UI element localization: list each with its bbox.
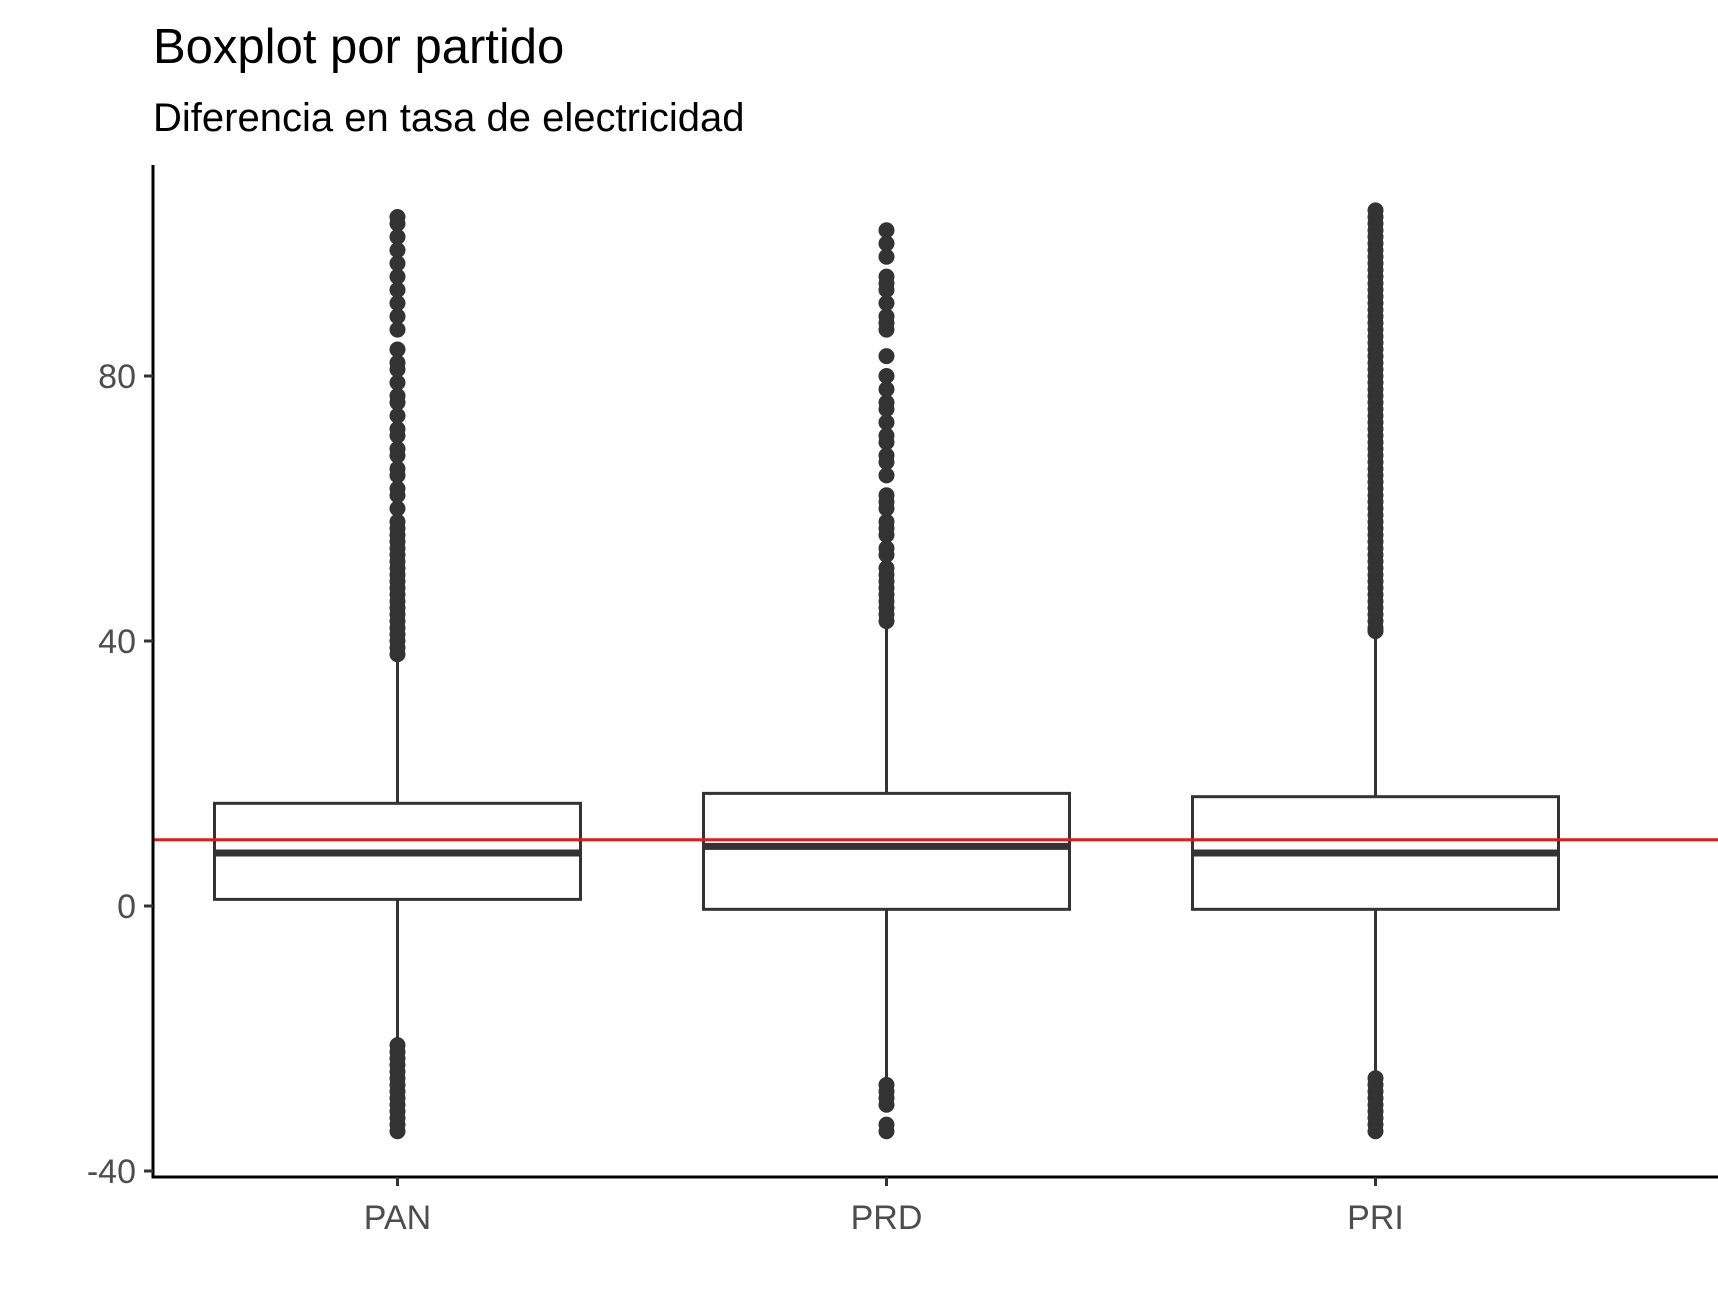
- outlier-point: [389, 308, 406, 325]
- box-group-prd: [702, 222, 1071, 1140]
- outlier-point: [389, 268, 406, 285]
- y-tick-label: 80: [98, 358, 136, 396]
- outlier-point: [389, 341, 406, 358]
- x-tick-label: PRI: [1347, 1199, 1404, 1237]
- outlier-point: [878, 248, 895, 265]
- outlier-point: [878, 513, 895, 530]
- outlier-point: [878, 540, 895, 557]
- outlier-point: [878, 447, 895, 464]
- outlier-point: [878, 268, 895, 285]
- outlier-point: [389, 209, 406, 225]
- outlier-point: [1367, 1070, 1384, 1087]
- outlier-point: [878, 427, 895, 444]
- outlier-point: [389, 407, 406, 424]
- outlier-point: [878, 295, 895, 312]
- outlier-point: [878, 1076, 895, 1093]
- outlier-point: [878, 381, 895, 398]
- outlier-point: [878, 467, 895, 484]
- outlier-point: [389, 354, 406, 371]
- outlier-point: [878, 487, 895, 504]
- x-axis: PAN PRD PRI: [364, 1177, 1404, 1237]
- outlier-point: [389, 295, 406, 312]
- plot-panel: [153, 202, 1718, 1140]
- outlier-point: [389, 228, 406, 245]
- box-group-pri: [1191, 202, 1560, 1140]
- outlier-point: [389, 281, 406, 298]
- outlier-point: [878, 1116, 895, 1133]
- outlier-point: [389, 255, 406, 272]
- outlier-point: [878, 414, 895, 431]
- outlier-point: [389, 242, 406, 259]
- outlier-point: [878, 222, 895, 239]
- box-group-pan: [213, 209, 582, 1140]
- outlier-point: [1367, 202, 1384, 219]
- y-tick-label: 40: [98, 623, 136, 661]
- y-tick-label: 0: [117, 888, 136, 926]
- outlier-point: [878, 560, 895, 577]
- box-iqr: [702, 791, 1071, 911]
- chart-title: Boxplot por partido: [153, 20, 564, 74]
- outlier-point: [389, 480, 406, 497]
- chart-subtitle: Diferencia en tasa de electricidad: [153, 96, 744, 140]
- outlier-point: [878, 235, 895, 252]
- outlier-point: [389, 440, 406, 457]
- outlier-point: [389, 374, 406, 391]
- outlier-point: [389, 321, 406, 338]
- y-axis: -40 0 40 80: [87, 358, 153, 1191]
- outlier-point: [878, 348, 895, 365]
- outlier-point: [389, 460, 406, 477]
- outlier-point: [878, 394, 895, 411]
- y-tick-label: -40: [87, 1153, 136, 1191]
- outlier-point: [389, 500, 406, 517]
- x-tick-label: PRD: [851, 1199, 923, 1237]
- outlier-point: [389, 387, 406, 404]
- outlier-point: [878, 308, 895, 325]
- outlier-point: [389, 1037, 406, 1054]
- outlier-point: [389, 513, 406, 530]
- outlier-point: [878, 368, 895, 384]
- outlier-point: [389, 421, 406, 437]
- x-tick-label: PAN: [364, 1199, 431, 1237]
